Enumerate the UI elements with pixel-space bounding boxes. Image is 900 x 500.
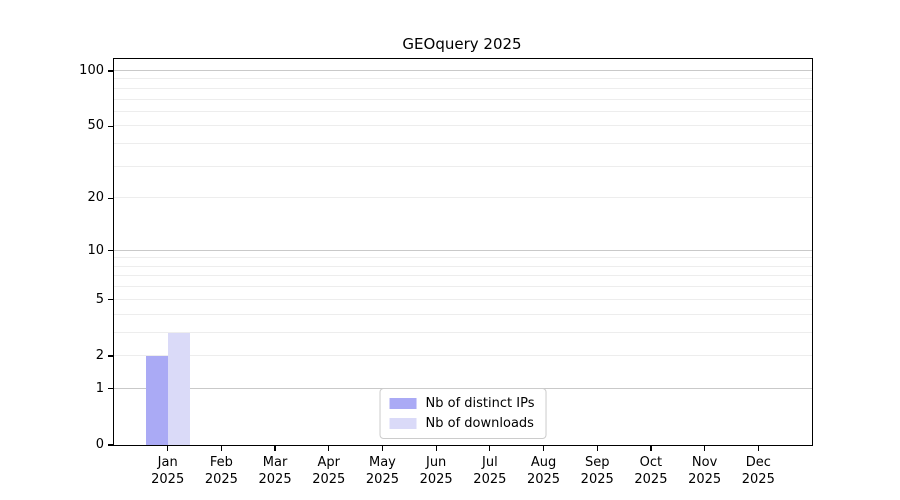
x-tick-label-oct: Oct 2025 — [634, 455, 668, 487]
x-tick-oct — [650, 446, 652, 451]
x-tick-nov — [703, 446, 706, 451]
bar-jan-downloads — [167, 332, 190, 445]
y-tick-20 — [108, 197, 113, 199]
x-tick-label-apr: Apr 2025 — [312, 455, 346, 487]
gridline-20 — [114, 197, 812, 199]
gridline-10 — [114, 249, 812, 251]
gridline-7 — [114, 275, 812, 277]
gridline-80 — [114, 87, 812, 89]
x-tick-apr — [328, 446, 330, 451]
y-tick-50 — [108, 125, 113, 127]
x-tick-label-mar: Mar 2025 — [258, 455, 292, 487]
y-tick-label-20: 20 — [87, 190, 104, 206]
legend-label-downloads: Nb of downloads — [425, 416, 534, 431]
x-tick-may — [381, 446, 384, 451]
x-tick-label-feb: Feb 2025 — [204, 455, 238, 487]
legend: Nb of distinct IPs Nb of downloads — [379, 388, 547, 439]
y-tick-label-5: 5 — [95, 291, 104, 307]
x-tick-jan — [167, 446, 169, 451]
gridline-60 — [114, 110, 812, 112]
gridline-2 — [114, 354, 812, 356]
legend-item-downloads: Nb of downloads — [389, 416, 535, 431]
x-tick-mar — [274, 446, 276, 451]
x-tick-sep — [596, 446, 598, 451]
x-tick-label-may: May 2025 — [365, 455, 399, 487]
gridline-5 — [114, 298, 812, 300]
gridline-3 — [114, 331, 812, 333]
gridline-70 — [114, 98, 812, 100]
gridline-9 — [114, 257, 812, 259]
x-tick-label-jun: Jun 2025 — [419, 455, 453, 487]
x-tick-feb — [220, 446, 223, 451]
y-tick-label-10: 10 — [87, 242, 104, 258]
y-tick-10 — [108, 250, 113, 252]
gridline-30 — [114, 165, 812, 167]
gridline-6 — [114, 286, 812, 288]
y-tick-label-0: 0 — [95, 437, 104, 452]
gridline-4 — [114, 313, 812, 315]
y-tick-5 — [108, 299, 113, 301]
x-tick-label-sep: Sep 2025 — [580, 455, 614, 487]
x-tick-dec — [757, 446, 759, 451]
gridline-90 — [114, 78, 812, 80]
chart-title: GEOquery 2025 — [402, 35, 522, 53]
y-tick-100 — [108, 70, 113, 72]
legend-swatch-downloads — [389, 418, 417, 429]
x-tick-aug — [542, 446, 545, 451]
legend-label-distinct-ips: Nb of distinct IPs — [425, 396, 535, 411]
y-tick-2 — [108, 355, 113, 357]
y-tick-1 — [108, 388, 113, 390]
gridline-40 — [114, 143, 812, 144]
x-tick-label-nov: Nov 2025 — [688, 455, 722, 487]
y-tick-label-50: 50 — [87, 118, 104, 134]
y-tick-0 — [108, 444, 113, 446]
y-tick-label-1: 1 — [95, 380, 104, 396]
legend-swatch-distinct-ips — [389, 398, 417, 409]
plot-area: 0 1 2 5 10 20 50 100 Jan 2025 Feb 2025 Mar 2025 Apr 20… — [79, 58, 813, 487]
x-tick-label-dec: Dec 2025 — [741, 455, 775, 487]
bar-jan-distinct-ips — [145, 355, 168, 445]
x-tick-jun — [435, 446, 437, 451]
x-tick-label-aug: Aug 2025 — [526, 455, 561, 487]
legend-item-distinct-ips: Nb of distinct IPs — [389, 396, 535, 411]
x-tick-jul — [489, 446, 491, 451]
gridline-8 — [114, 265, 812, 267]
y-tick-label-2: 2 — [95, 347, 104, 363]
y-tick-label-100: 100 — [79, 62, 104, 78]
gridline-100 — [114, 69, 812, 71]
gridline-50 — [114, 125, 812, 127]
x-tick-label-jan: Jan 2025 — [151, 455, 185, 487]
x-tick-label-jul: Jul 2025 — [473, 455, 507, 487]
